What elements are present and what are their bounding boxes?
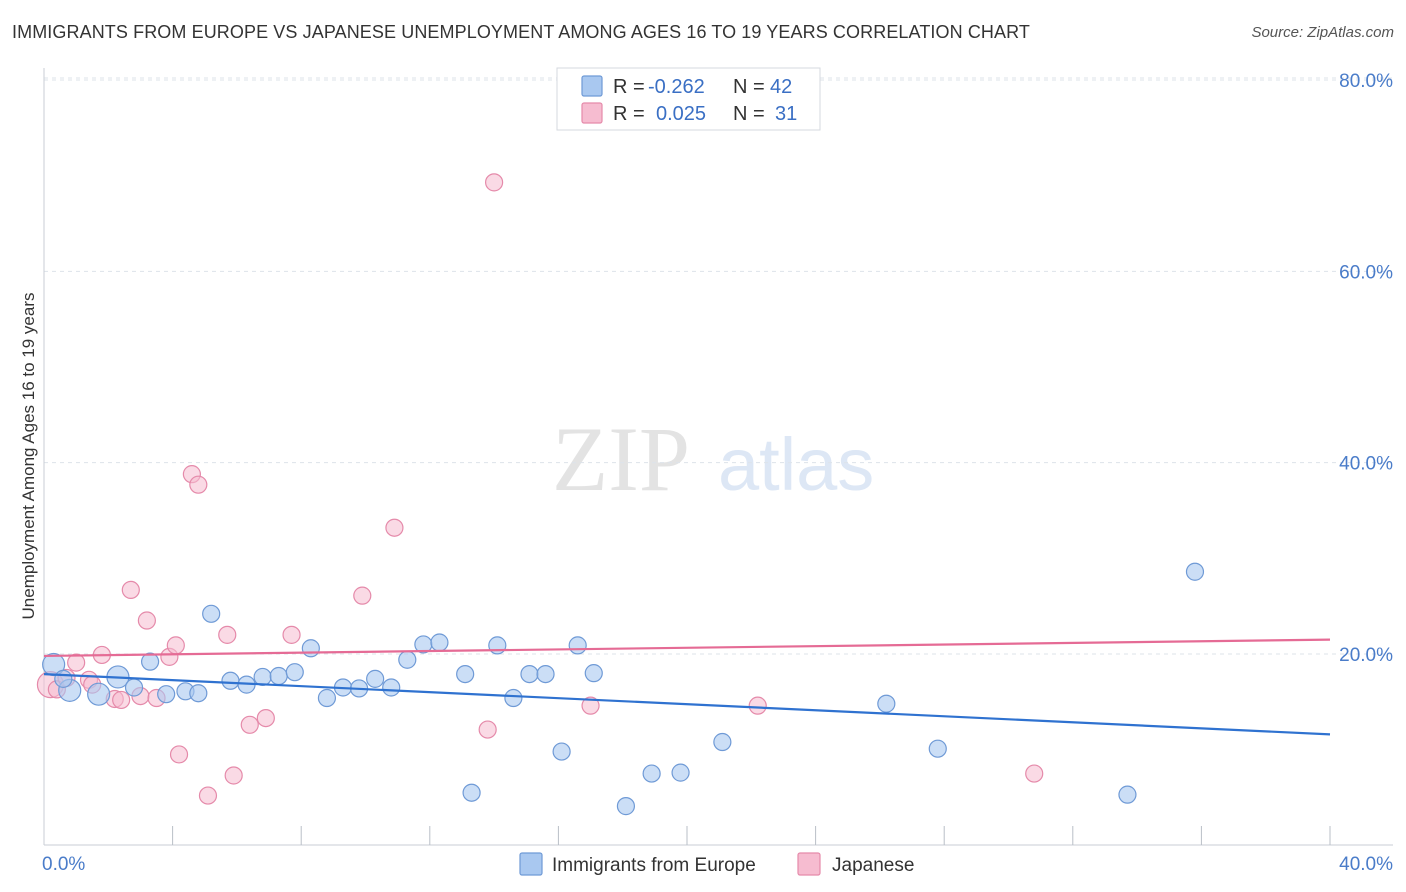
europe-point	[568, 636, 587, 655]
europe-point	[189, 684, 208, 703]
watermark-zip: ZIP	[552, 408, 690, 510]
japanese-point	[748, 696, 767, 715]
europe-point	[877, 694, 896, 713]
chart-source: Source: ZipAtlas.com	[1251, 24, 1394, 41]
europe-point	[317, 688, 337, 708]
europe-point	[253, 667, 272, 687]
legend-japanese-n-value: 31	[775, 103, 797, 125]
europe-point	[382, 678, 401, 697]
europe-point	[366, 669, 385, 688]
x-ticks	[172, 826, 1331, 845]
legend-europe-r-value: -0.262	[648, 76, 705, 98]
x-tick-label-min: 0.0%	[42, 854, 85, 875]
europe-point	[301, 639, 320, 658]
europe-point	[504, 688, 523, 708]
japanese-point	[282, 625, 301, 644]
europe-point	[1118, 785, 1137, 804]
europe-point	[536, 664, 555, 684]
legend-europe-swatch	[581, 75, 603, 97]
europe-point	[456, 664, 475, 684]
europe-point	[398, 650, 417, 669]
japanese-point	[169, 745, 189, 764]
legend-japanese-n-label: N =	[733, 103, 765, 125]
y-tick-label-20: 20.0%	[1339, 645, 1393, 666]
legend-japanese-r-label: R =	[613, 103, 645, 125]
legend-europe-n-value: 42	[770, 76, 792, 98]
europe-point	[462, 783, 481, 802]
europe-point	[1185, 562, 1205, 581]
europe-points	[42, 562, 1205, 816]
europe-point	[642, 764, 661, 783]
europe-point	[285, 663, 304, 682]
japanese-point	[256, 708, 275, 728]
europe-point	[202, 604, 221, 623]
japanese-trend-line	[43, 638, 1331, 658]
japanese-points	[36, 173, 1044, 805]
bottom-legend-japanese-label: Japanese	[832, 855, 914, 876]
y-tick-label-80: 80.0%	[1339, 71, 1393, 92]
europe-point	[140, 652, 160, 671]
europe-point	[713, 732, 732, 752]
japanese-point	[189, 475, 208, 494]
legend-japanese-r-value: 0.025	[656, 103, 706, 125]
europe-point	[157, 685, 176, 704]
y-tick-label-60: 60.0%	[1339, 262, 1393, 283]
bottom-legend: Immigrants from Europe Japanese	[519, 852, 914, 876]
y-tick-labels: 20.0% 40.0% 60.0% 80.0%	[1339, 71, 1393, 666]
europe-point	[928, 739, 947, 758]
japanese-point	[478, 720, 497, 739]
japanese-point	[353, 586, 372, 605]
legend-europe-n-label: N =	[733, 76, 765, 98]
europe-point	[54, 669, 73, 688]
japanese-point	[198, 786, 218, 805]
japanese-point	[385, 518, 404, 537]
japanese-point	[218, 625, 237, 644]
europe-point	[221, 671, 240, 690]
europe-point	[671, 763, 690, 782]
japanese-point	[240, 715, 259, 734]
europe-point	[124, 678, 144, 697]
japanese-point	[581, 696, 600, 715]
japanese-point	[112, 690, 131, 710]
europe-point	[269, 666, 288, 686]
europe-point	[552, 742, 571, 761]
y-tick-label-40: 40.0%	[1339, 454, 1393, 475]
europe-point	[430, 633, 449, 652]
japanese-point	[166, 636, 185, 655]
y-axis-label: Unemployment Among Ages 16 to 19 years	[19, 293, 38, 620]
japanese-point	[137, 611, 156, 630]
japanese-point	[1025, 764, 1044, 783]
chart-title: IMMIGRANTS FROM EUROPE VS JAPANESE UNEMP…	[12, 22, 1030, 42]
watermark-atlas: atlas	[718, 423, 874, 506]
japanese-point	[485, 173, 504, 192]
japanese-point	[224, 766, 243, 785]
legend-europe-r-label: R =	[613, 76, 645, 98]
europe-point	[87, 682, 111, 706]
bottom-legend-europe-label: Immigrants from Europe	[552, 855, 756, 876]
europe-point	[616, 797, 636, 816]
top-legend: R = -0.262 N = 42 R = 0.025 N = 31	[556, 67, 821, 131]
europe-point	[584, 664, 603, 683]
bottom-legend-japanese-swatch	[797, 852, 821, 876]
x-tick-label-max: 40.0%	[1339, 854, 1393, 875]
japanese-point	[67, 653, 86, 672]
bottom-legend-europe-swatch	[519, 852, 543, 876]
europe-trend-line	[43, 672, 1331, 736]
europe-point	[520, 664, 539, 684]
japanese-point	[121, 580, 140, 600]
legend-japanese-swatch	[581, 102, 603, 124]
